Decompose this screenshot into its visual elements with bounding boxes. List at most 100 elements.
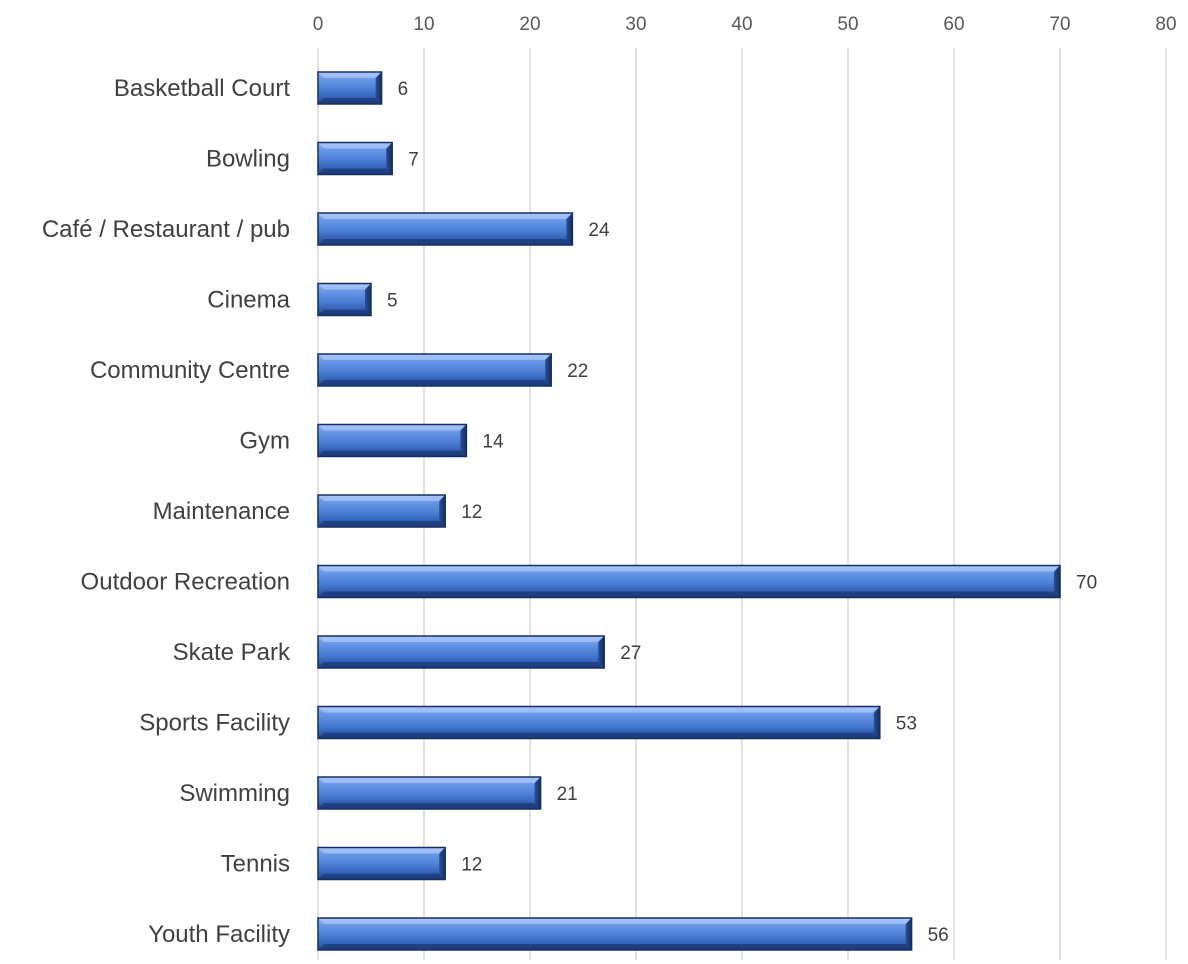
data-label: 24 [588,220,610,241]
bar-end-cap [375,72,382,104]
bar-bevel-bottom [318,591,1060,598]
x-tick-label: 0 [313,14,324,35]
x-axis-ticks: 0 10 20 30 40 50 60 70 80 [313,14,1177,35]
gridlines [317,48,1167,960]
data-label: 56 [928,925,949,946]
bar-outline [317,353,552,387]
bar-end-cap [534,777,541,809]
bar-outline [317,494,446,528]
category-label: Basketball Court [114,75,290,102]
bar [317,423,468,458]
category-label: Café / Restaurant / pub [42,216,290,243]
bar-bevel-top [318,706,880,713]
category-label: Community Centre [90,357,290,384]
bar-bevel-top [318,636,605,642]
bar-outline [317,705,881,740]
bar [317,846,446,881]
bar [317,564,1061,599]
bar [317,494,446,528]
bar-outline [317,564,1061,599]
bar-end-cap [386,142,393,175]
data-label: 7 [408,150,419,171]
bar-outline [317,423,468,458]
bar-outline [317,917,913,951]
bar-bevel-bottom [318,944,912,950]
bar-end-cap [460,424,467,457]
bar-bevel-top [318,283,371,290]
x-tick-label: 30 [625,14,646,35]
category-label: Bowling [206,146,290,173]
bar-end-cap [439,847,446,880]
x-tick-label: 80 [1155,14,1176,35]
bar-bevel-top [318,847,446,854]
category-label: Gym [239,428,290,455]
bar-outline [317,282,372,317]
bar [317,917,913,951]
bar-outline [317,846,446,881]
category-label: Maintenance [153,498,290,525]
bar-bevel-top [318,777,541,783]
x-tick-label: 10 [413,14,434,35]
bar-outline [317,776,542,810]
bar [317,776,542,810]
x-tick-label: 70 [1049,14,1070,35]
bar-outline [317,635,605,669]
data-label: 12 [461,855,482,876]
bar-end-cap [365,283,371,316]
bars [317,71,1061,951]
bar-bevel-bottom [318,98,382,104]
bar-bevel-bottom [318,662,605,668]
bar-bevel-bottom [318,732,880,739]
data-label: 27 [620,643,641,664]
bar-bevel-top [318,142,393,149]
bar-bevel-top [318,918,912,924]
bar [317,212,574,246]
bar [317,705,881,740]
bar-end-cap [598,636,605,668]
bar-bevel-bottom [318,380,552,386]
category-label: Tennis [221,851,290,878]
x-tick-label: 20 [519,14,540,35]
bar [317,141,393,176]
data-label: 12 [461,502,482,523]
data-labels: 6 7 24 5 22 14 12 70 27 53 21 12 56 [387,79,1097,946]
bar-end-cap [905,918,912,950]
bar-bevel-bottom [318,873,446,880]
bar-outline [317,141,393,176]
data-label: 53 [896,714,917,735]
category-label: Cinema [207,287,290,314]
bar-bevel-bottom [318,168,393,175]
bar-bevel-top [318,495,446,501]
data-label: 22 [567,361,588,382]
bar-bevel-top [318,213,573,219]
category-label: Skate Park [173,639,291,666]
data-label: 70 [1076,573,1097,594]
bar [317,282,372,317]
data-label: 21 [557,784,578,805]
category-label: Swimming [179,780,290,807]
data-label: 14 [482,432,504,453]
bar-bevel-bottom [318,521,446,527]
data-label: 6 [398,79,409,100]
category-label: Youth Facility [148,921,290,948]
x-tick-label: 40 [731,14,752,35]
data-label: 5 [387,291,398,312]
bar-bevel-top [318,72,382,78]
bar [317,635,605,669]
bar-bevel-top [318,424,467,431]
bar-bevel-bottom [318,450,467,457]
bar-outline [317,212,574,246]
bar-outline [317,71,383,105]
bar-bevel-bottom [318,239,573,245]
bar-end-cap [566,213,573,245]
x-tick-label: 50 [837,14,858,35]
category-labels: Basketball Court Bowling Café / Restaurant… [42,75,291,948]
bar-bevel-bottom [318,803,541,809]
bar-bevel-top [318,354,552,360]
bar-end-cap [439,495,446,527]
bar [317,71,383,105]
x-tick-label: 60 [943,14,964,35]
bar [317,353,552,387]
